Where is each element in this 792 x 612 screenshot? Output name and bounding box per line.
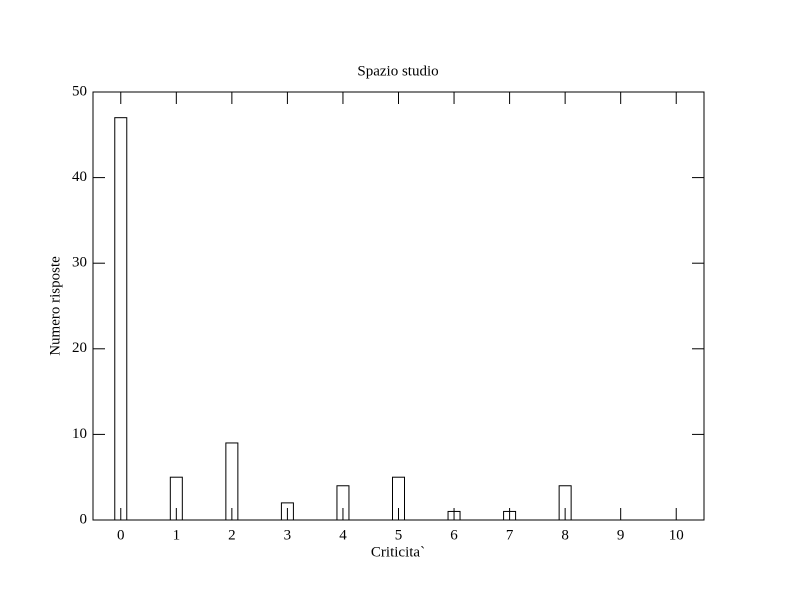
- bar: [114, 117, 128, 521]
- y-tick-label: 10: [72, 426, 87, 442]
- chart-title: Spazio studio: [357, 63, 438, 79]
- y-tick-label: 50: [72, 83, 87, 99]
- x-tick-label: 0: [117, 527, 125, 543]
- x-axis-label: Criticita`: [371, 544, 425, 560]
- x-tick-label: 3: [284, 527, 292, 543]
- y-tick-label: 20: [72, 340, 87, 356]
- y-tick-label: 30: [72, 255, 87, 271]
- y-tick-label: 40: [72, 169, 87, 185]
- plot-frame: [92, 91, 705, 521]
- x-tick-label: 6: [450, 527, 458, 543]
- x-tick-label: 7: [506, 527, 514, 543]
- x-tick-label: 9: [617, 527, 625, 543]
- y-tick-label: 0: [80, 511, 88, 527]
- x-tick-label: 1: [173, 527, 181, 543]
- x-tick-label: 2: [228, 527, 236, 543]
- y-axis-label: Numero risposte: [47, 256, 63, 356]
- x-tick-label: 10: [669, 527, 684, 543]
- x-tick-label: 5: [395, 527, 403, 543]
- x-tick-label: 8: [561, 527, 569, 543]
- x-tick-label: 4: [339, 527, 347, 543]
